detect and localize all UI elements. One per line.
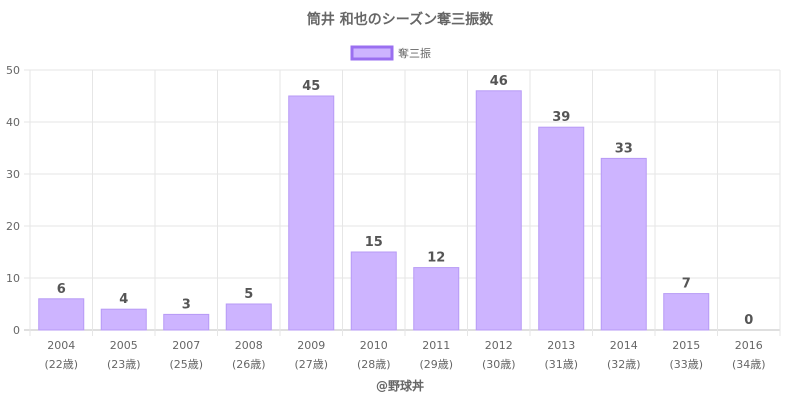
x-tick-label: 2015 [672, 339, 700, 352]
x-tick-label: 2009 [297, 339, 325, 352]
x-age-label: (26歳) [232, 358, 266, 371]
data-label: 12 [427, 251, 445, 266]
x-age-label: (33歳) [669, 358, 703, 371]
bar-2007[interactable] [163, 313, 210, 331]
data-label: 7 [682, 277, 691, 292]
x-tick-label: 2007 [172, 339, 200, 352]
bar-2011[interactable] [413, 267, 460, 331]
bar-2004[interactable] [38, 298, 85, 331]
x-age-label: (25歳) [169, 358, 203, 371]
x-tick-label: 2010 [360, 339, 388, 352]
y-tick-label: 10 [6, 272, 20, 285]
x-tick-label: 2016 [735, 339, 763, 352]
data-label: 0 [744, 313, 753, 328]
y-tick-label: 50 [6, 64, 20, 77]
data-label: 39 [552, 110, 570, 125]
bar-2014[interactable] [600, 157, 647, 331]
bars [38, 90, 710, 331]
bar-2012[interactable] [475, 90, 522, 331]
data-label: 5 [244, 287, 253, 302]
data-label: 15 [365, 235, 383, 250]
x-age-label: (27歳) [294, 358, 328, 371]
y-tick-label: 0 [13, 324, 20, 337]
x-tick-label: 2012 [485, 339, 513, 352]
bar-2010[interactable] [350, 251, 397, 331]
legend-label: 奪三振 [398, 46, 431, 60]
x-age-label: (28歳) [357, 358, 391, 371]
y-tick-label: 40 [6, 116, 20, 129]
x-age-label: (22歳) [44, 358, 78, 371]
x-age-label: (29歳) [419, 358, 453, 371]
x-tick-label: 2008 [235, 339, 263, 352]
data-label: 4 [119, 292, 128, 307]
data-label: 46 [490, 74, 508, 89]
data-label: 45 [302, 79, 320, 94]
x-age-label: (30歳) [482, 358, 516, 371]
x-tick-label: 2005 [110, 339, 138, 352]
x-age-label: (23歳) [107, 358, 141, 371]
data-label: 33 [615, 141, 633, 156]
bar-2013[interactable] [538, 126, 585, 331]
bar-2009[interactable] [288, 95, 335, 331]
legend[interactable]: 奪三振 [350, 45, 431, 61]
x-age-label: (31歳) [544, 358, 578, 371]
data-label: 6 [57, 282, 66, 297]
x-tick-label: 2013 [547, 339, 575, 352]
credit-text: @野球丼 [376, 378, 424, 393]
bar-2008[interactable] [225, 303, 272, 331]
x-age-label: (32歳) [607, 358, 641, 371]
bar-2005[interactable] [100, 308, 147, 331]
x-age-label: (34歳) [732, 358, 766, 371]
chart-title: 筒井 和也のシーズン奪三振数 [307, 11, 494, 28]
y-tick-label: 30 [6, 168, 20, 181]
bar-2015[interactable] [663, 293, 710, 331]
x-tick-label: 2004 [47, 339, 75, 352]
legend-swatch [350, 45, 394, 61]
data-label: 3 [182, 297, 191, 312]
y-tick-label: 20 [6, 220, 20, 233]
x-tick-label: 2011 [422, 339, 450, 352]
labels: 6 2004 (22歳) 4 2005 (23歳) 3 2007 (25歳) 5 2008 (26歳)… [44, 74, 765, 371]
x-tick-label: 2014 [610, 339, 638, 352]
